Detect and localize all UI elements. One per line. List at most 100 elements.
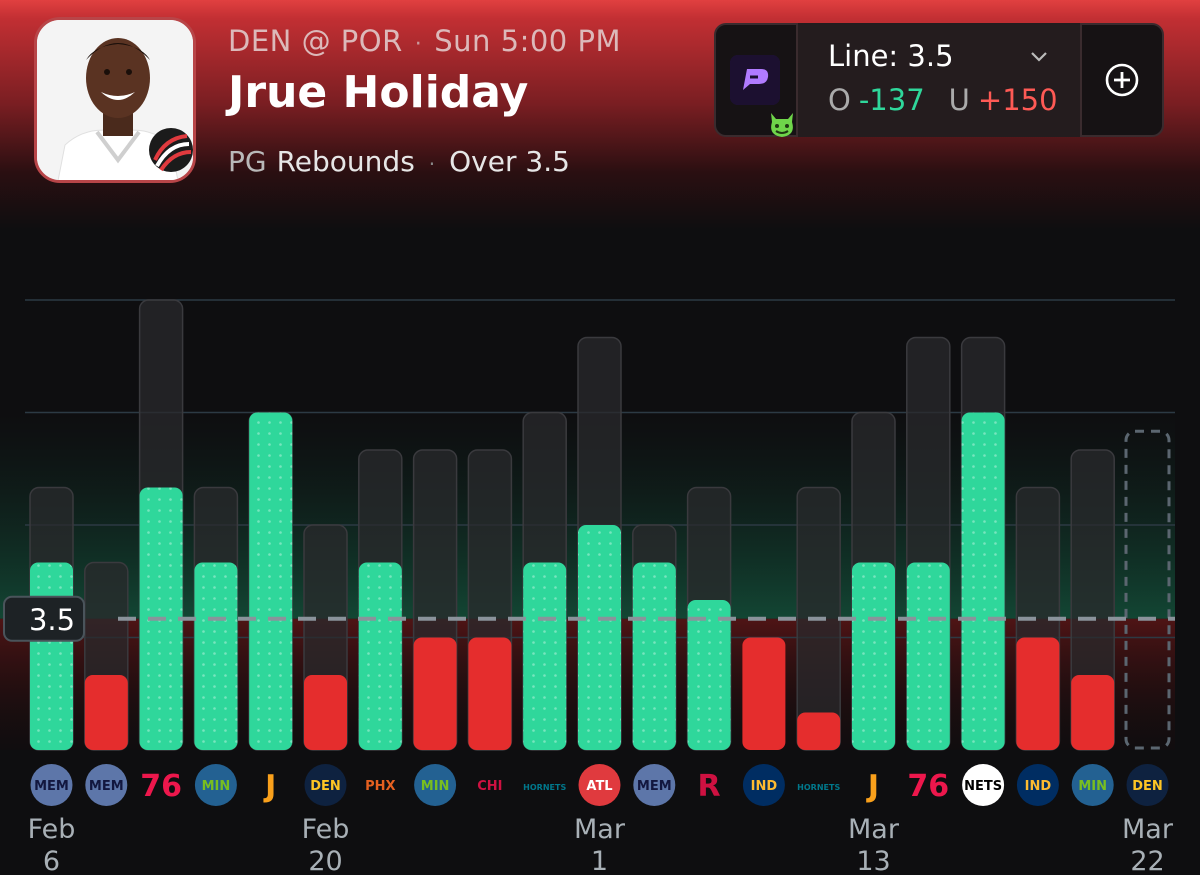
- over-odds: -137: [858, 83, 925, 117]
- team-logo-uta-icon: J: [263, 769, 276, 804]
- svg-text:MIN: MIN: [202, 779, 231, 794]
- player-avatar: [34, 17, 196, 183]
- game-info: DEN @ POR · Sun 5:00 PM: [228, 22, 621, 60]
- bar-dots: [523, 562, 567, 750]
- under-bar[interactable]: [1016, 637, 1060, 751]
- team-logo-hou-icon: R: [698, 769, 721, 804]
- svg-text:HORNETS: HORNETS: [523, 783, 566, 792]
- team-logo-mem-icon: MEM: [85, 764, 128, 806]
- under-bar[interactable]: [742, 637, 786, 751]
- svg-text:MIN: MIN: [1078, 779, 1107, 794]
- svg-text:76: 76: [907, 769, 949, 804]
- date-day-label: 13: [856, 846, 890, 875]
- line-dropdown[interactable]: Line: 3.5 O -137 U +150: [796, 23, 1082, 137]
- team-logo-min-icon: MIN: [414, 764, 457, 806]
- team-logo-den-icon: DEN: [1126, 764, 1169, 806]
- chevron-down-icon: [1031, 52, 1047, 62]
- svg-text:76: 76: [140, 769, 182, 804]
- bar-dots: [687, 600, 731, 750]
- header-info: DEN @ POR · Sun 5:00 PM Jrue Holiday PG Reb…: [228, 22, 621, 182]
- svg-text:J: J: [263, 769, 276, 804]
- under-bar[interactable]: [304, 675, 347, 750]
- team-logo-mem-icon: MEM: [30, 764, 73, 806]
- date-month-label: Mar: [574, 814, 626, 845]
- separator-dot: ·: [428, 152, 436, 176]
- svg-text:PHX: PHX: [365, 779, 395, 794]
- sportsbook-cell[interactable]: [716, 25, 796, 137]
- add-pick-button[interactable]: [1082, 25, 1166, 135]
- team-logo-ind-icon: IND: [1016, 764, 1059, 806]
- team-logo-ind-icon: IND: [742, 764, 785, 806]
- game-time: Sun 5:00 PM: [434, 24, 621, 58]
- team-logo-phi-icon: 76: [140, 769, 182, 804]
- team-logo-phx-icon: PHX: [365, 779, 395, 794]
- bar-dots: [358, 562, 402, 750]
- bar-dots: [632, 562, 676, 750]
- line-value-label: 3.5: [29, 603, 75, 637]
- date-month-label: Mar: [1122, 814, 1174, 845]
- team-logo-uta-icon: J: [866, 769, 879, 804]
- over-label: O: [828, 83, 851, 117]
- plus-circle-icon: [1105, 63, 1139, 97]
- line-value-badge: [3, 595, 85, 642]
- under-bar[interactable]: [84, 675, 128, 750]
- odds-row: O -137 U +150: [828, 83, 1058, 117]
- matchup-text: DEN @ POR: [228, 24, 403, 58]
- pick-text: Over 3.5: [449, 145, 570, 178]
- svg-text:MEM: MEM: [637, 779, 672, 794]
- separator-dot: ·: [414, 32, 423, 57]
- date-day-label: 22: [1130, 846, 1164, 875]
- svg-text:DEN: DEN: [1132, 779, 1163, 794]
- bar-dots: [852, 562, 895, 750]
- team-logo-cha-icon: HORNETS: [523, 783, 566, 792]
- svg-text:J: J: [866, 769, 879, 804]
- bar-dots: [906, 562, 950, 750]
- player-position: PG: [228, 145, 267, 178]
- stat-type: Rebounds: [276, 145, 415, 178]
- date-month-label: Mar: [848, 814, 900, 845]
- date-month-label: Feb: [302, 814, 350, 845]
- svg-text:MEM: MEM: [89, 779, 124, 794]
- prop-info: PG Rebounds · Over 3.5: [228, 144, 621, 182]
- team-logo-min-icon: MIN: [194, 764, 237, 806]
- svg-text:IND: IND: [1025, 779, 1052, 794]
- under-odds: +150: [977, 83, 1058, 117]
- player-name: Jrue Holiday: [228, 67, 529, 118]
- bar-dots: [578, 525, 621, 750]
- rebounds-bar-chart: 3.5 MEM MEM 76 MIN J DEN PHX MIN CHI HORNETS ATL ME…: [0, 299, 1175, 875]
- svg-text:DEN: DEN: [310, 779, 341, 794]
- team-logo-den-icon: DEN: [304, 764, 347, 806]
- team-logo-phi-icon: 76: [907, 769, 949, 804]
- bar-dots: [249, 412, 293, 750]
- svg-text:HORNETS: HORNETS: [797, 783, 840, 792]
- team-logo-cha-icon: HORNETS: [797, 783, 840, 792]
- line-selector-card: Line: 3.5 O -137 U +150: [714, 23, 1164, 137]
- svg-text:CHI: CHI: [477, 779, 502, 794]
- svg-text:IND: IND: [751, 779, 778, 794]
- bar-dots: [961, 412, 1005, 750]
- under-label: U: [948, 83, 970, 117]
- svg-text:NETS: NETS: [964, 779, 1002, 794]
- date-day-label: 20: [308, 846, 342, 875]
- bar-dots: [194, 562, 238, 750]
- svg-text:R: R: [698, 769, 721, 804]
- under-bar[interactable]: [797, 712, 841, 751]
- prizepicks-logo-icon: [730, 55, 780, 105]
- date-day-label: 6: [43, 846, 60, 875]
- team-logo-bkn-icon: NETS: [962, 764, 1005, 806]
- green-devil-icon: [766, 109, 798, 139]
- svg-text:MIN: MIN: [421, 779, 450, 794]
- under-bar[interactable]: [413, 637, 457, 751]
- under-bar[interactable]: [468, 637, 512, 751]
- team-logo-chi-icon: CHI: [477, 779, 502, 794]
- svg-text:MEM: MEM: [34, 779, 69, 794]
- under-bar[interactable]: [1071, 675, 1115, 750]
- team-logo-mem-icon: MEM: [633, 764, 676, 806]
- date-day-label: 1: [591, 846, 608, 875]
- date-month-label: Feb: [28, 814, 76, 845]
- team-logo-min-icon: MIN: [1071, 764, 1114, 806]
- svg-text:ATL: ATL: [586, 779, 612, 794]
- line-label: Line: 3.5: [828, 39, 954, 73]
- bar-dots: [30, 562, 73, 750]
- team-logo-atl-icon: ATL: [578, 764, 621, 806]
